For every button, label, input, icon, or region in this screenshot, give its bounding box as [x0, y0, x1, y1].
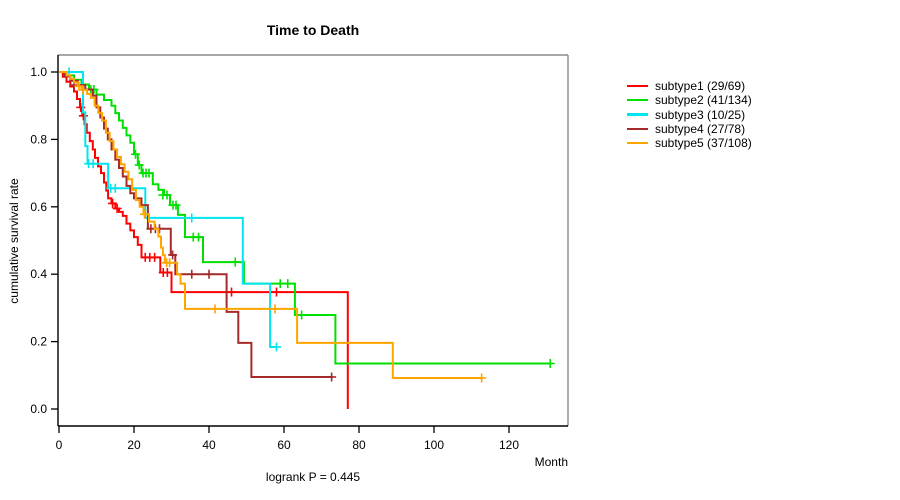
survival-curve-subtype2	[59, 71, 551, 365]
y-axis-tick-label: 0.8	[30, 132, 47, 146]
y-axis-tick-label: 0.4	[30, 267, 47, 281]
y-axis-tick-label: 1.0	[30, 65, 47, 79]
legend-item-subtype1: subtype1 (29/69)	[627, 79, 745, 93]
legend-swatch-subtype1	[627, 84, 648, 88]
y-axis-title: cumulative survival rate	[7, 178, 21, 304]
x-axis-tick-label: 20	[127, 438, 141, 452]
legend-item-subtype4: subtype4 (27/78)	[627, 122, 745, 136]
survival-curve-subtype3	[59, 71, 278, 348]
x-axis-tick-label: 40	[202, 438, 216, 452]
legend-swatch-subtype4	[627, 127, 648, 131]
legend-swatch-subtype5	[627, 142, 648, 145]
legend-item-subtype2: subtype2 (41/134)	[627, 93, 752, 107]
plot-title: Time to Death	[266, 22, 360, 38]
y-axis-tick-label: 0.0	[30, 402, 47, 416]
legend-item-subtype3: subtype3 (10/25)	[627, 108, 745, 122]
x-axis-tick-label: 100	[424, 438, 444, 452]
x-axis-tick-label: 120	[499, 438, 519, 452]
logrank-pvalue-note: logrank P = 0.445	[265, 470, 361, 484]
legend-item-subtype5: subtype5 (37/108)	[627, 136, 752, 150]
y-axis-tick-label: 0.6	[30, 200, 47, 214]
legend-label-subtype3: subtype3 (10/25)	[655, 107, 746, 122]
x-axis-tick-label: 80	[352, 438, 366, 452]
x-axis-tick-label: 0	[56, 438, 63, 452]
legend-label-subtype1: subtype1 (29/69)	[655, 79, 746, 93]
x-axis-tick-label: 60	[277, 438, 291, 452]
survival-curve-subtype4	[59, 71, 333, 378]
legend-label-subtype4: subtype4 (27/78)	[655, 122, 746, 136]
y-axis-tick-label: 0.2	[30, 335, 47, 349]
legend-label-subtype5: subtype5 (37/108)	[655, 136, 752, 151]
survival-curve-subtype1	[59, 71, 349, 409]
legend-swatch-subtype3	[627, 113, 648, 116]
legend-swatch-subtype2	[627, 99, 648, 102]
legend-label-subtype2: subtype2 (41/134)	[655, 93, 752, 108]
x-axis-title: Month	[534, 455, 568, 469]
